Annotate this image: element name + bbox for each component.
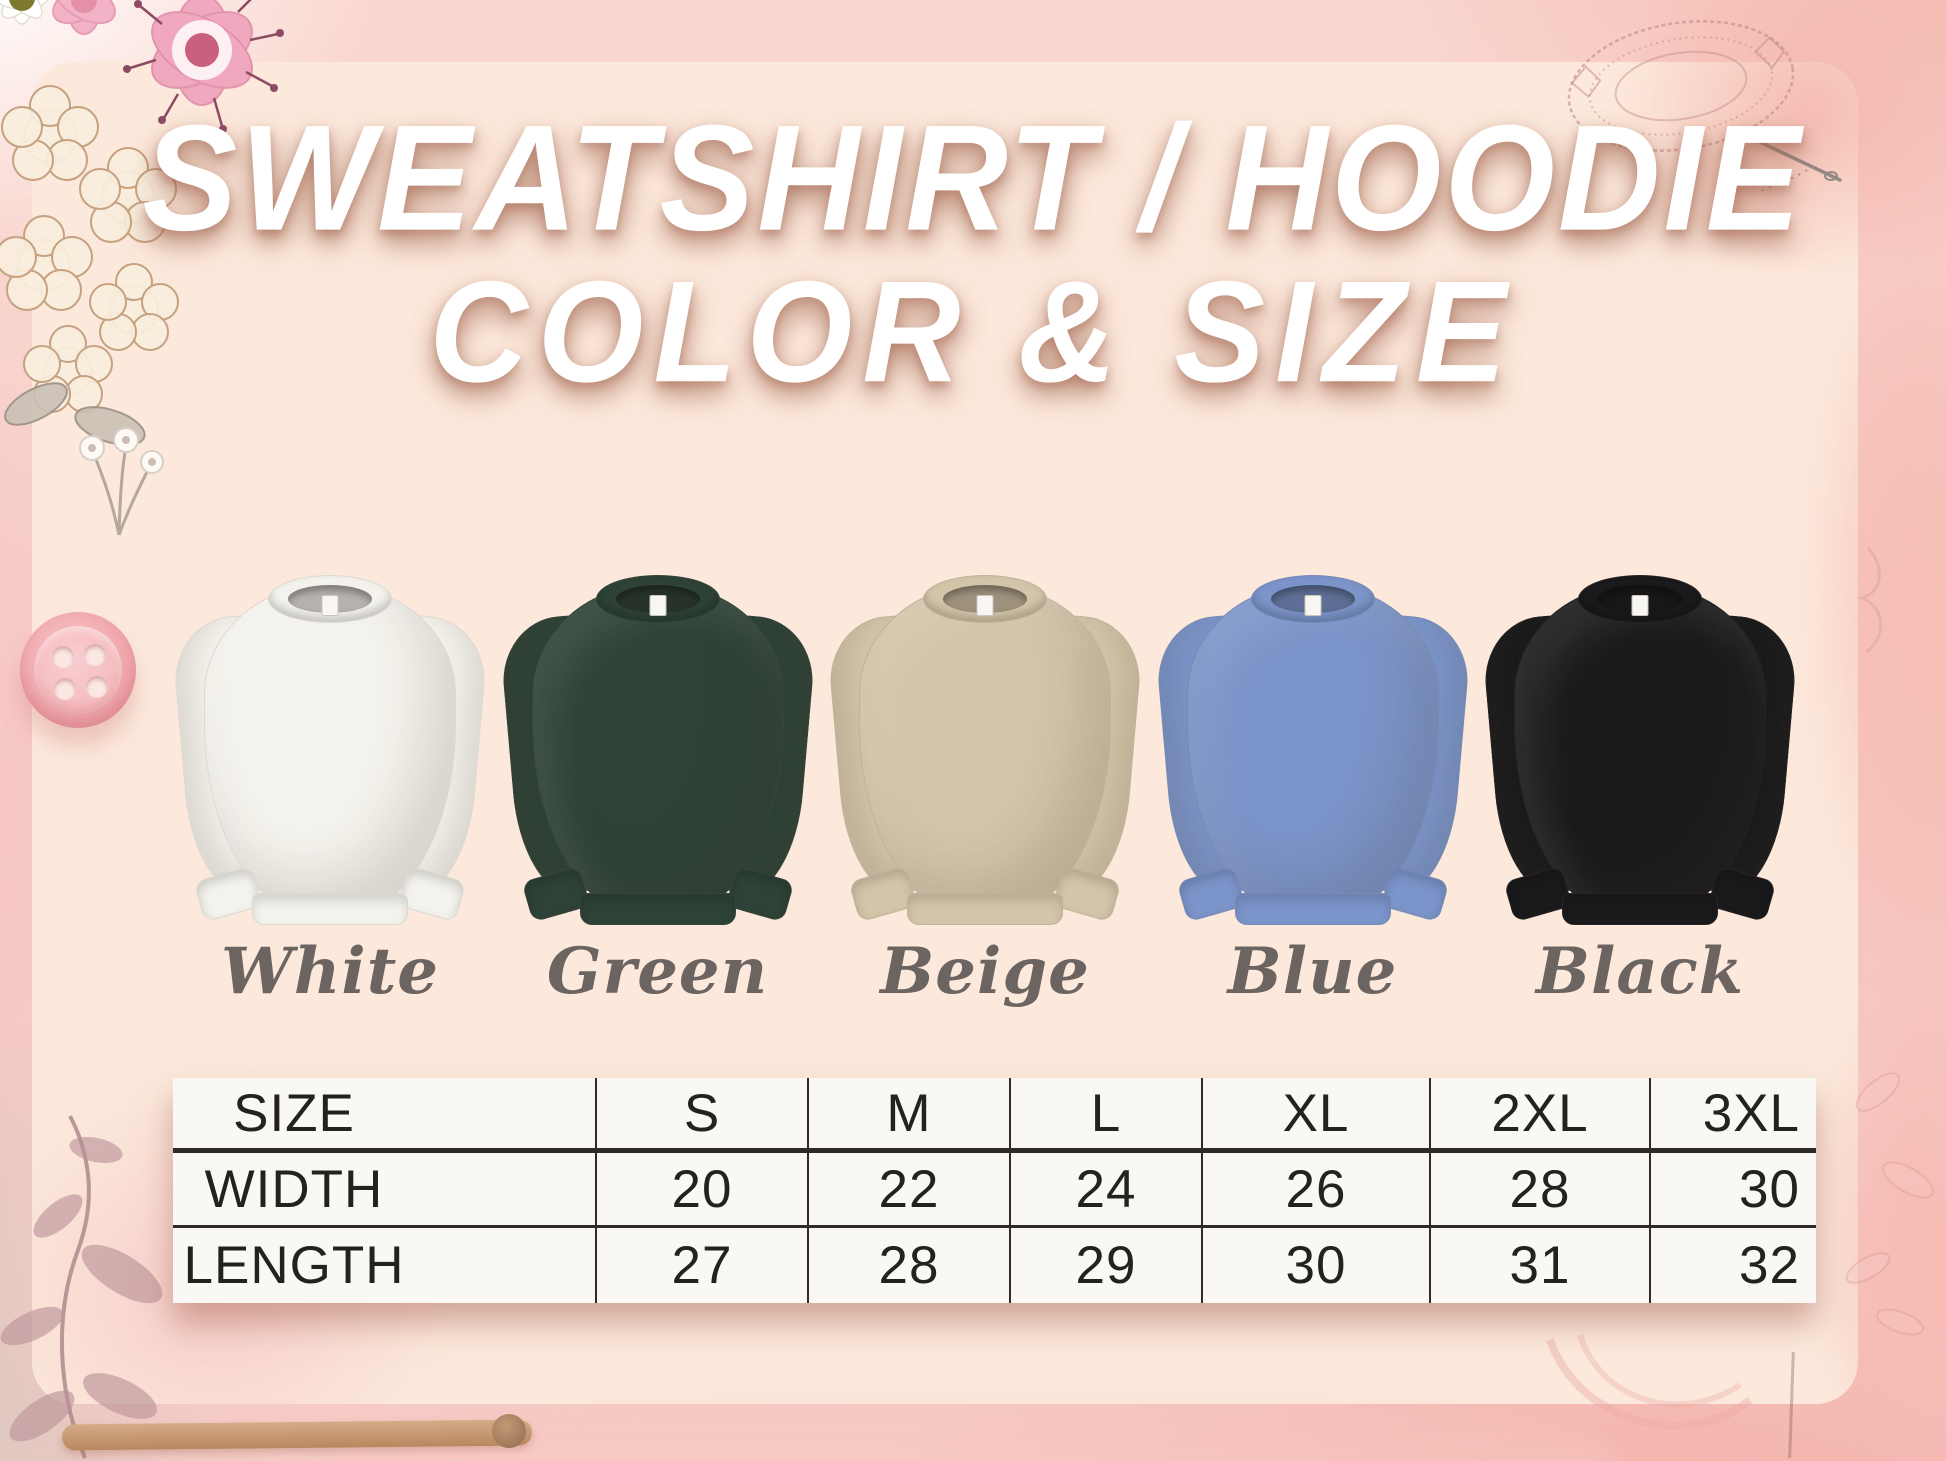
wooden-knob-icon	[492, 1414, 526, 1448]
collar-tag	[649, 595, 666, 616]
torso	[531, 583, 784, 919]
button-hole	[84, 644, 106, 666]
collar-tag	[1304, 595, 1321, 616]
length-s: 27	[595, 1228, 807, 1303]
width-2xl: 28	[1429, 1153, 1649, 1228]
sweatshirt-black	[1480, 575, 1800, 935]
table-header-l: L	[1009, 1078, 1201, 1153]
table-header-s: S	[595, 1078, 807, 1153]
color-label-green: Green	[546, 934, 769, 1009]
size-table: SIZE S M L XL 2XL 3XL WIDTH 20 22 24 26 …	[173, 1078, 1816, 1303]
button-hole	[54, 678, 76, 700]
table-header-m: M	[807, 1078, 1009, 1153]
hem	[907, 893, 1063, 925]
color-label-black: Black	[1535, 934, 1745, 1009]
length-m: 28	[807, 1228, 1009, 1303]
color-label-white: White	[221, 934, 439, 1009]
wooden-ruler-icon	[61, 1419, 533, 1451]
hem	[1234, 893, 1391, 925]
color-label-blue: Blue	[1227, 934, 1398, 1009]
sewing-button-icon	[20, 612, 136, 728]
table-row-label-width: WIDTH	[173, 1153, 595, 1228]
sweatshirt-blue	[1152, 575, 1473, 935]
sweatshirt-beige	[825, 575, 1145, 935]
collar-tag	[976, 595, 994, 616]
faint-leaves-icon	[1845, 1072, 1934, 1336]
torso	[1514, 583, 1766, 919]
table-header-xl: XL	[1201, 1078, 1429, 1153]
page-title: SWEATSHIRT / HOODIE COLOR & SIZE	[0, 101, 1946, 407]
width-s: 20	[595, 1153, 807, 1228]
collar-tag	[321, 595, 339, 616]
length-l: 29	[1009, 1228, 1201, 1303]
torso	[204, 583, 456, 919]
lace-embroidery-icon	[1567, 20, 1795, 152]
title-line-1: SWEATSHIRT / HOODIE	[142, 94, 1804, 263]
hem	[1562, 893, 1718, 925]
width-l: 24	[1009, 1153, 1201, 1228]
hem	[252, 893, 408, 925]
length-2xl: 31	[1429, 1228, 1649, 1303]
width-3xl: 30	[1649, 1153, 1816, 1228]
table-header-2xl: 2XL	[1429, 1078, 1649, 1153]
floral-corner-icon	[0, 0, 284, 446]
color-label-row: White Green Beige Blue Black	[180, 934, 1790, 1009]
leaf-branch-icon	[0, 1115, 163, 1459]
button-inner	[34, 626, 122, 714]
collar-tag	[1631, 595, 1649, 616]
length-xl: 30	[1201, 1228, 1429, 1303]
button-hole	[52, 646, 74, 668]
torso	[859, 583, 1111, 919]
table-row-label-length: LENGTH	[183, 1236, 405, 1295]
sweatshirt-white	[170, 575, 490, 935]
watercolor-arcs	[1546, 1334, 1753, 1430]
title-line-2: COLOR & SIZE	[429, 250, 1517, 413]
sweatshirt-green	[497, 575, 818, 935]
width-m: 22	[807, 1153, 1009, 1228]
hem	[579, 893, 736, 925]
sketch-squiggle-icon	[1857, 546, 1883, 654]
button-hole	[86, 676, 108, 698]
flower-sprig-icon	[79, 427, 164, 536]
table-header-3xl: 3XL	[1649, 1078, 1816, 1153]
needle-thread-icon	[1757, 140, 1842, 193]
sweatshirt-row	[170, 575, 1800, 935]
table-header-size: SIZE	[173, 1078, 595, 1153]
color-label-beige: Beige	[880, 934, 1090, 1009]
width-xl: 26	[1201, 1153, 1429, 1228]
length-3xl: 32	[1649, 1228, 1816, 1303]
